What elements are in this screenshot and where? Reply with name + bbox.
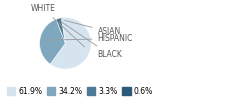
Legend: 61.9%, 34.2%, 3.3%, 0.6%: 61.9%, 34.2%, 3.3%, 0.6%	[4, 83, 156, 99]
Wedge shape	[50, 18, 91, 69]
Wedge shape	[40, 19, 65, 64]
Wedge shape	[61, 18, 65, 43]
Text: BLACK: BLACK	[61, 22, 122, 59]
Text: ASIAN: ASIAN	[65, 20, 121, 36]
Text: WHITE: WHITE	[30, 4, 84, 47]
Wedge shape	[56, 18, 65, 43]
Text: HISPANIC: HISPANIC	[45, 34, 133, 43]
